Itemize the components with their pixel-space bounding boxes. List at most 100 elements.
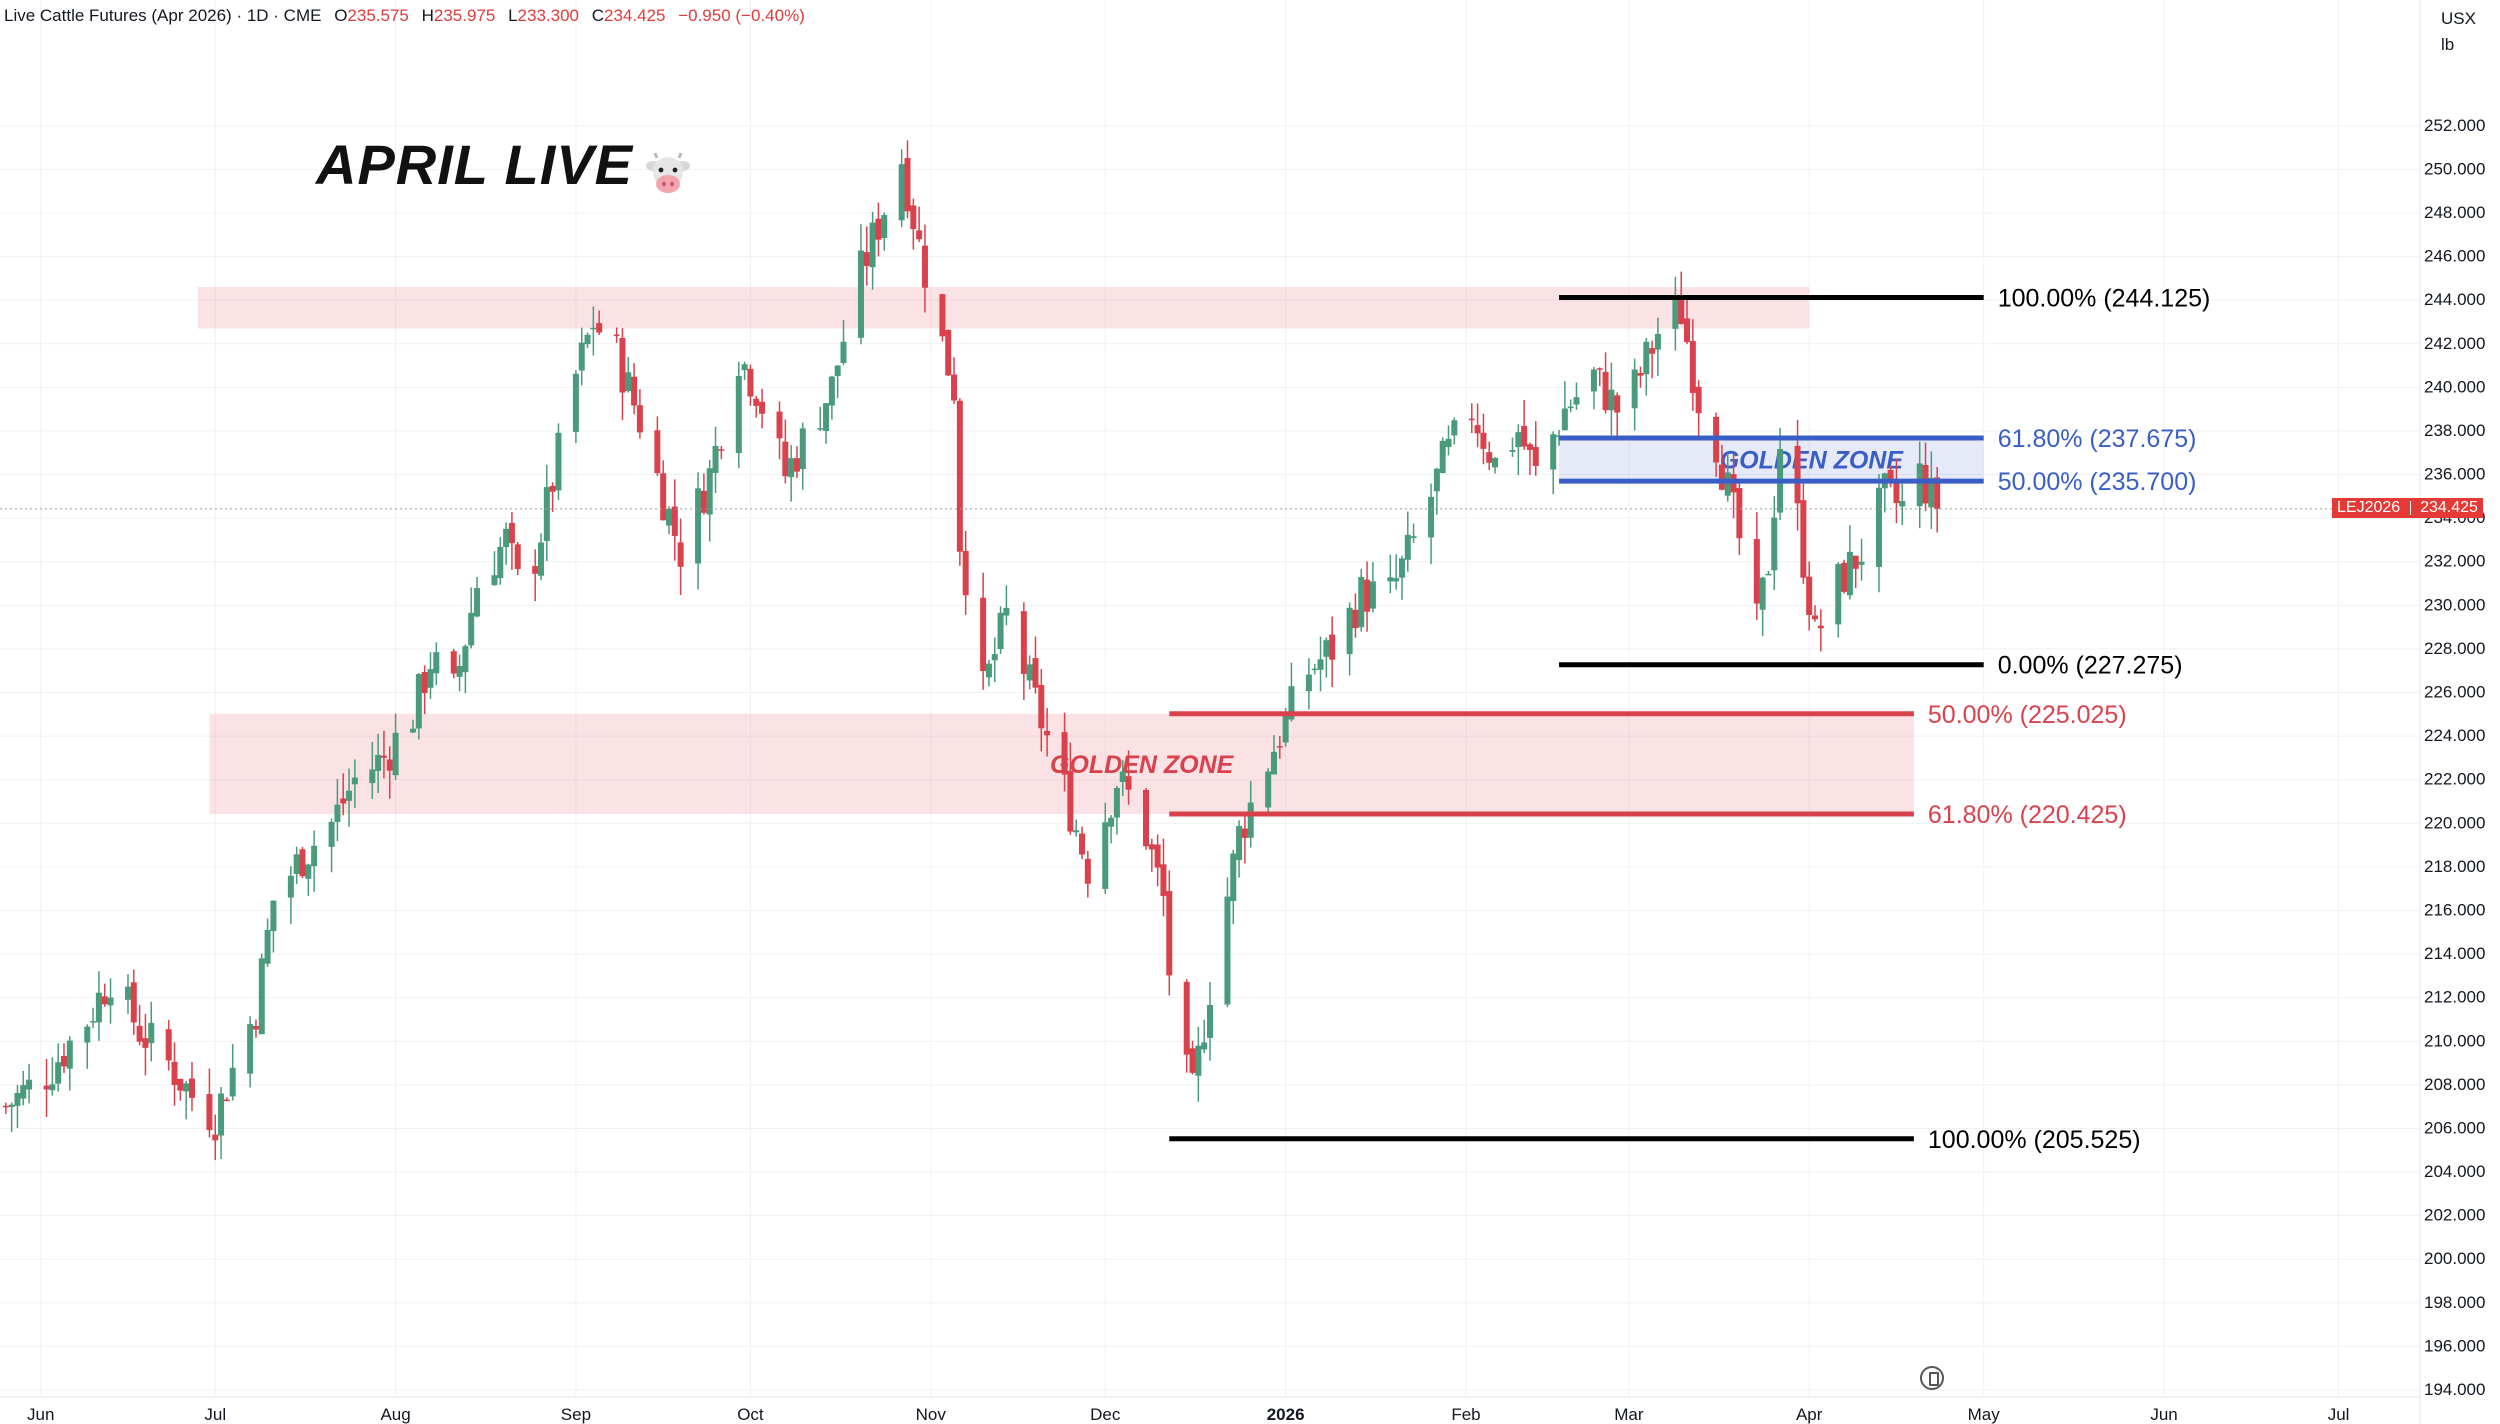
candle-body <box>1020 611 1027 674</box>
candle-body <box>1305 674 1312 692</box>
candle-body <box>1916 463 1923 507</box>
candle-body <box>776 411 783 439</box>
candle-body <box>1835 564 1842 625</box>
close-value: 234.425 <box>604 6 666 25</box>
candle-body <box>1928 477 1935 508</box>
unit-label[interactable]: lb <box>2441 35 2455 54</box>
candle-body <box>945 329 952 376</box>
y-tick-label: 226.000 <box>2424 683 2485 702</box>
candle-body <box>991 654 998 661</box>
candle-body <box>1061 732 1068 775</box>
candle-body <box>1759 577 1766 610</box>
candle-body <box>2 1105 9 1108</box>
candle-body <box>538 542 545 576</box>
candle-body <box>543 487 550 541</box>
x-tick-label: Aug <box>380 1405 410 1424</box>
y-tick-label: 238.000 <box>2424 421 2485 440</box>
candle-body <box>514 544 521 570</box>
symbol-description: Live Cattle Futures (Apr 2026) · 1D · CM… <box>4 6 322 25</box>
candle-body <box>1067 770 1074 832</box>
x-tick-label: Oct <box>737 1405 764 1424</box>
candle-body <box>1154 844 1161 868</box>
candle-body <box>817 428 824 430</box>
open-value: 235.575 <box>347 6 409 25</box>
candle-body <box>55 1062 62 1084</box>
candle-body <box>1113 787 1120 818</box>
candle-body <box>223 1099 230 1102</box>
high-label: H <box>421 6 434 25</box>
candle-body <box>695 488 702 564</box>
fib-upper-50-label: 50.00% (235.700) <box>1998 468 2197 496</box>
candle-body <box>26 1079 33 1090</box>
y-tick-label: 224.000 <box>2424 726 2485 745</box>
candle-body <box>491 575 498 586</box>
candle-body <box>857 250 864 338</box>
y-tick-label: 208.000 <box>2424 1075 2485 1094</box>
candle-body <box>875 218 882 240</box>
y-tick-label: 244.000 <box>2424 290 2485 309</box>
x-tick-label: Dec <box>1090 1405 1121 1424</box>
candle-body <box>1241 828 1248 838</box>
y-tick-label: 222.000 <box>2424 770 2485 789</box>
y-tick-label: 236.000 <box>2424 465 2485 484</box>
x-tick-label: Feb <box>1451 1405 1480 1424</box>
candle-body <box>1044 730 1051 736</box>
candle-body <box>1637 373 1644 376</box>
candle-body <box>1276 746 1283 748</box>
y-tick-label: 246.000 <box>2424 247 2485 266</box>
symbol-header: Live Cattle Futures (Apr 2026) · 1D · CM… <box>4 6 805 26</box>
candle-body <box>1718 464 1725 490</box>
last-price-symbol: LEJ2026 <box>2337 498 2401 516</box>
candle-body <box>1480 432 1487 449</box>
candle-body <box>474 588 481 617</box>
candle-body <box>1410 536 1417 539</box>
candle-body <box>1125 776 1132 790</box>
candle-body <box>1288 686 1295 720</box>
candle-body <box>1201 1042 1208 1050</box>
y-tick-label: 210.000 <box>2424 1031 2485 1050</box>
candle-body <box>1398 558 1405 578</box>
candle-body <box>741 364 748 371</box>
candle-body <box>287 875 294 898</box>
x-tick-label: Sep <box>561 1405 591 1424</box>
candle-body <box>130 982 137 1023</box>
x-tick-label: May <box>1968 1405 2001 1424</box>
candle-body <box>1817 625 1824 629</box>
candle-body <box>881 214 888 238</box>
hourglass-icon[interactable] <box>1920 1366 1944 1390</box>
fib-upper-618-label: 61.80% (237.675) <box>1998 425 2197 453</box>
candle-body <box>1224 896 1231 1005</box>
currency-label[interactable]: USX <box>2441 9 2476 28</box>
candle-body <box>1765 573 1772 576</box>
candle-body <box>14 1093 21 1106</box>
candle-body <box>503 528 510 547</box>
candle-body <box>1079 833 1086 855</box>
candle-body <box>1841 562 1848 592</box>
candle-body <box>1207 1005 1213 1038</box>
unit-labels[interactable]: USX lb <box>2441 6 2476 58</box>
y-tick-label: 228.000 <box>2424 639 2485 658</box>
y-tick-label: 212.000 <box>2424 988 2485 1007</box>
candle-body <box>788 458 795 478</box>
low-label: L <box>508 6 518 25</box>
candle-body <box>311 845 318 867</box>
y-tick-label: 248.000 <box>2424 203 2485 222</box>
candle-body <box>956 400 963 552</box>
candle-body <box>101 996 108 1005</box>
candle-body <box>828 376 835 406</box>
candle-body <box>1247 802 1254 838</box>
y-tick-label: 202.000 <box>2424 1206 2485 1225</box>
candle-body <box>747 368 754 397</box>
candle-body <box>735 375 742 454</box>
candle-body <box>1282 714 1289 743</box>
high-value: 235.975 <box>433 6 496 25</box>
candle-body <box>177 1078 184 1091</box>
candle-body <box>706 468 713 515</box>
open-label: O <box>334 6 348 25</box>
candle-body <box>171 1061 178 1085</box>
candle-body <box>1934 477 1941 509</box>
candle-body <box>1358 577 1365 628</box>
y-tick-label: 218.000 <box>2424 857 2485 876</box>
